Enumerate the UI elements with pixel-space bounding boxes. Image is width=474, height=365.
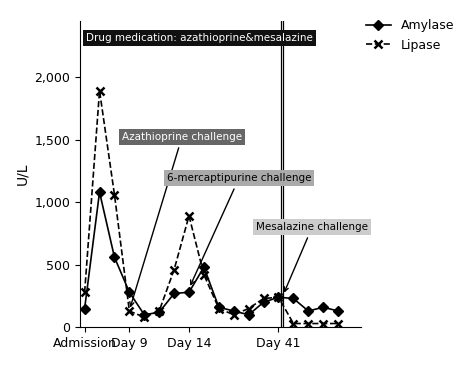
Amylase [171,291,177,296]
Lipase [276,295,282,299]
Lipase [127,309,132,313]
Amylase [156,310,162,315]
Lipase [156,309,162,313]
Lipase [216,306,222,311]
Lipase [141,315,147,319]
Lipase [201,273,207,277]
Y-axis label: U/L: U/L [15,163,29,185]
Lipase [171,268,177,272]
Lipase [320,321,326,326]
Amylase [261,300,266,304]
Lipase [291,321,296,326]
Line: Amylase: Amylase [81,189,342,318]
Amylase [201,265,207,269]
Lipase [305,321,311,326]
Amylase [276,295,282,299]
Text: Mesalazine challenge: Mesalazine challenge [256,222,368,291]
Lipase [97,89,102,93]
Amylase [335,309,341,313]
Text: Azathioprine challenge: Azathioprine challenge [122,132,242,306]
Amylase [82,306,88,311]
Amylase [320,305,326,310]
Amylase [111,255,117,260]
Amylase [127,290,132,295]
Line: Lipase: Lipase [81,87,342,328]
Lipase [82,290,88,295]
Lipase [186,214,192,218]
Lipase [111,192,117,197]
Amylase [141,312,147,317]
Lipase [261,296,266,301]
Amylase [231,309,237,313]
Lipase [335,321,341,326]
Text: Drug medication: azathioprine&mesalazine: Drug medication: azathioprine&mesalazine [86,33,313,43]
Lipase [231,312,237,317]
Text: 6-mercaptipurine challenge: 6-mercaptipurine challenge [167,173,311,285]
Amylase [216,305,222,310]
Legend: Amylase, Lipase: Amylase, Lipase [361,15,459,57]
Amylase [291,296,296,301]
Amylase [97,190,102,194]
Lipase [246,306,252,311]
Amylase [246,312,252,317]
Amylase [186,290,192,295]
Amylase [305,309,311,313]
